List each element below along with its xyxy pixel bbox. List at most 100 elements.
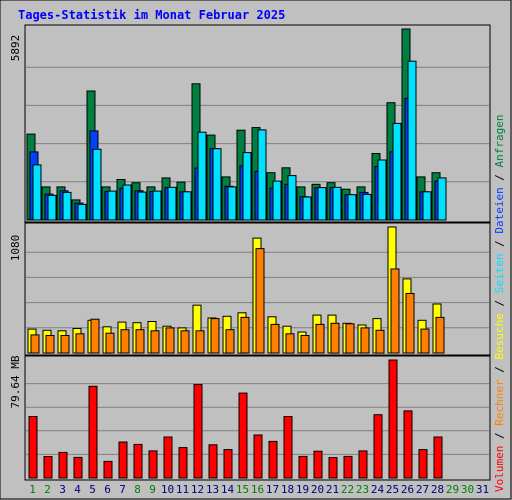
volumen-bar [238,392,248,479]
x-axis-day-labels: 1 2 3 4 5 6 7 8 9 10 11 12 13 14 15 16 17 18 19 20 21 22 23 24 2… [29,483,489,496]
x-tick-label-day: 25 [386,483,399,496]
rechner-bar [210,318,220,354]
volumen-bar [373,414,383,479]
x-tick-label-day: 11 [176,483,189,496]
rechner-bar [165,327,175,354]
volumen-bar [313,450,323,479]
seiten-bar [422,191,432,221]
rechner-bar [180,330,190,354]
volumen-bar [433,436,443,479]
volumen-bar [43,456,53,479]
x-tick-label-day: 30 [461,483,474,496]
seiten-bar [167,186,177,221]
volumen-bar [133,443,143,479]
seiten-bar [107,190,117,221]
x-tick-label-day: 24 [371,483,385,496]
rechner-bar [60,335,70,354]
x-tick-label-day: 6 [104,483,111,496]
volumen-bar [178,447,188,479]
volumen-bar [148,450,158,479]
seiten-bar [437,177,447,221]
x-tick-label-day: 7 [119,483,126,496]
seiten-bar [212,148,222,221]
volumen-bar [418,449,428,479]
volumen-bar [388,359,398,479]
rechner-bar [435,316,445,354]
x-tick-label-day: 29 [446,483,459,496]
legend-separator: / [493,293,506,313]
rechner-bar [405,293,415,354]
series-legend: Volumen / Rechner / Besuche / Seiten / D… [493,114,506,492]
x-tick-label-day: 20 [311,483,324,496]
x-tick-label-day: 16 [251,483,264,496]
x-tick-label-day: 14 [221,483,235,496]
x-tick-label-day: 1 [29,483,36,496]
rechner-bar [90,318,100,354]
volumen-bar [88,385,98,479]
volumen-bar [58,451,68,479]
seiten-bar [347,194,357,221]
rechner-bar [360,327,370,354]
rechner-bar [270,323,280,354]
x-tick-label-day: 26 [401,483,414,496]
seiten-bar [362,193,372,221]
legend-separator: / [493,167,506,187]
legend-separator: / [493,426,506,446]
volumen-bar [223,449,233,479]
seiten-bar [242,152,252,221]
rechner-bar [135,329,145,354]
seiten-bar [302,196,312,221]
rechner-bar [345,323,355,354]
rechner-bar [225,329,235,354]
volumen-bar [193,384,203,479]
top-panel-group [24,24,491,223]
x-tick-label-day: 9 [149,483,156,496]
volumen-bar [73,456,83,479]
volumen-bar [253,434,263,479]
rechner-bar [255,248,265,354]
x-tick-label-day: 8 [134,483,141,496]
volumen-bar [328,457,338,479]
x-tick-label-day: 10 [161,483,174,496]
chart-panels [24,24,491,481]
legend-entry: Seiten [493,254,506,294]
seiten-bar [122,184,132,221]
volumen-bar [163,436,173,479]
bottom-panel-group [24,355,491,481]
x-tick-label-day: 17 [266,483,279,496]
volumen-bar [358,450,368,479]
volumen-bar [268,440,278,479]
rechner-bar [150,330,160,354]
rechner-bar [420,328,430,354]
x-tick-label-day: 21 [326,483,339,496]
rechner-bar [105,332,115,354]
x-tick-label-day: 23 [356,483,369,496]
seiten-bar [92,148,102,221]
rechner-bar [30,334,40,354]
rechner-bar [120,329,130,354]
rechner-bar [315,323,325,354]
legend-separator: / [493,360,506,380]
volumen-bar [118,441,128,479]
volumen-bar [343,455,353,479]
legend-entry: Besuche [493,313,506,359]
seiten-bar [287,175,297,221]
legend-entry: Rechner [493,379,506,426]
middle-panel-group [24,222,491,356]
x-tick-label-day: 3 [59,483,66,496]
rechner-bar [390,268,400,354]
x-tick-label-day: 22 [341,483,354,496]
legend-entry: Anfragen [493,114,506,167]
volumen-bar [103,460,113,479]
volumen-bar [403,410,413,479]
rechner-bar [285,333,295,354]
x-tick-label-day: 27 [416,483,429,496]
volumen-bar [208,444,218,479]
seiten-bar [407,60,417,221]
rechner-bar [330,322,340,354]
x-tick-label-day: 12 [191,483,204,496]
seiten-bar [152,190,162,221]
x-tick-label-day: 2 [44,483,51,496]
x-tick-label-day: 31 [476,483,489,496]
